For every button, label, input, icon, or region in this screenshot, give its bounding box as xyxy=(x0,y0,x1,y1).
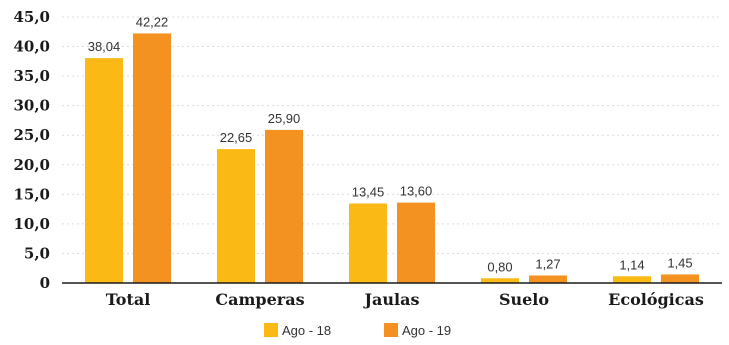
data-label: 1,27 xyxy=(535,256,560,271)
bar xyxy=(85,58,123,284)
legend-label: Ago - 19 xyxy=(402,323,451,338)
y-tick-label: 35,0 xyxy=(13,67,50,85)
y-tick-label: 40,0 xyxy=(13,38,50,56)
x-tick-label: Total xyxy=(106,290,151,309)
x-tick-label: Suelo xyxy=(499,290,549,309)
bar xyxy=(529,275,567,283)
y-tick-label: 30,0 xyxy=(13,97,50,115)
y-tick-label: 15,0 xyxy=(13,185,50,203)
grid-lines xyxy=(62,16,722,254)
y-tick-label: 25,0 xyxy=(13,126,50,144)
bar xyxy=(217,149,255,283)
bar xyxy=(661,274,699,283)
bars xyxy=(85,33,699,284)
x-tick-label: Camperas xyxy=(215,290,304,309)
data-label: 0,80 xyxy=(487,259,512,274)
bar xyxy=(397,202,435,283)
data-label: 13,60 xyxy=(400,184,433,199)
y-tick-label: 0 xyxy=(40,274,50,292)
bar xyxy=(481,278,519,283)
bar xyxy=(349,203,387,283)
bar xyxy=(613,276,651,283)
y-tick-label: 20,0 xyxy=(13,156,50,174)
y-tick-label: 10,0 xyxy=(13,215,50,233)
legend: Ago - 18 Ago - 19 xyxy=(264,323,451,338)
data-label: 22,65 xyxy=(220,130,253,145)
bar xyxy=(265,129,303,283)
data-label: 1,14 xyxy=(619,257,644,272)
legend-label: Ago - 18 xyxy=(282,323,331,338)
x-axis-ticks: Total Camperas Jaulas Suelo Ecológicas xyxy=(106,290,704,309)
data-label: 38,04 xyxy=(88,39,121,54)
data-label: 25,90 xyxy=(268,111,301,126)
legend-swatch xyxy=(264,323,278,337)
y-tick-label: 45,0 xyxy=(13,8,50,26)
data-labels: 38,04 42,22 22,65 25,90 13,45 13,60 0,80 1,27 1,… xyxy=(88,14,693,274)
y-tick-label: 5,0 xyxy=(24,244,50,262)
data-label: 1,45 xyxy=(667,255,692,270)
data-label: 13,45 xyxy=(352,184,385,199)
data-label: 42,22 xyxy=(136,14,169,29)
x-tick-label: Ecológicas xyxy=(608,290,704,309)
y-axis-ticks: 0 5,0 10,0 15,0 20,0 25,0 30,0 35,0 40,0 45,0 xyxy=(13,8,50,292)
bar xyxy=(133,33,171,283)
legend-swatch xyxy=(384,323,398,337)
x-tick-label: Jaulas xyxy=(362,290,419,309)
